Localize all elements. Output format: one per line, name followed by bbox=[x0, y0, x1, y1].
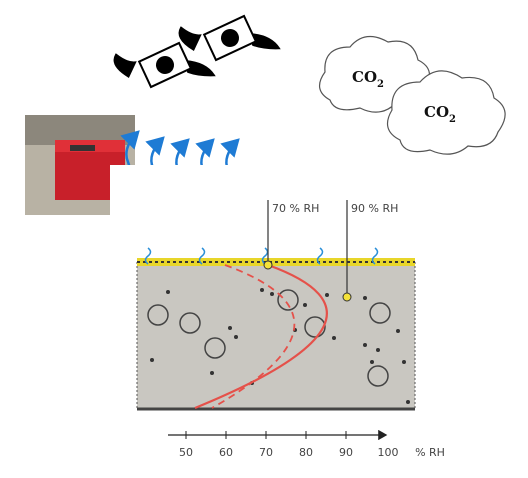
illustration: CO2 CO2 bbox=[0, 0, 528, 478]
tick-label: 80 bbox=[299, 446, 313, 459]
flying-money bbox=[112, 0, 279, 111]
tick-label: 50 bbox=[179, 446, 193, 459]
axis-unit: % RH bbox=[415, 446, 445, 459]
marker bbox=[264, 261, 272, 269]
tick-label: 70 bbox=[259, 446, 273, 459]
marker bbox=[343, 293, 351, 301]
annotation: 90 % RH bbox=[351, 202, 398, 215]
tick-label: 60 bbox=[219, 446, 233, 459]
slab bbox=[137, 248, 415, 409]
tick-label: 90 bbox=[339, 446, 353, 459]
annotation: 70 % RH bbox=[272, 202, 319, 215]
tick-label: 100 bbox=[378, 446, 399, 459]
